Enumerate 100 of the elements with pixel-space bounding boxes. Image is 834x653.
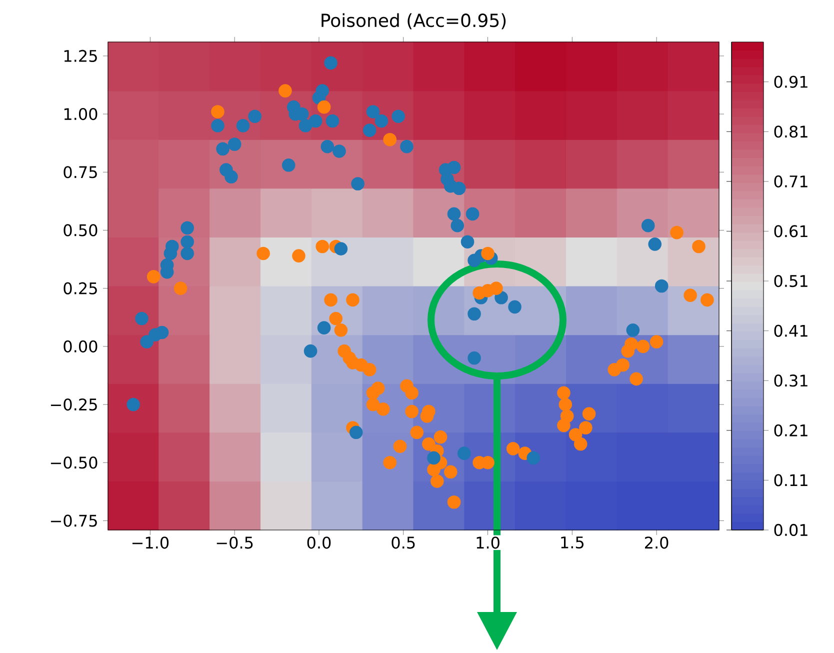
- point: [557, 386, 570, 400]
- point: [670, 226, 684, 240]
- point: [248, 110, 262, 124]
- point: [374, 114, 388, 128]
- point: [444, 465, 458, 479]
- point: [526, 451, 540, 465]
- point: [557, 418, 570, 432]
- point: [140, 335, 154, 348]
- y-tick-label: −0.25: [50, 398, 97, 411]
- point: [256, 246, 270, 260]
- point: [278, 84, 292, 98]
- point: [466, 207, 480, 221]
- point: [393, 440, 407, 453]
- point: [450, 218, 464, 232]
- point: [155, 326, 169, 340]
- point: [447, 207, 461, 221]
- point: [334, 242, 348, 256]
- point: [616, 358, 630, 372]
- point: [427, 451, 440, 465]
- point: [582, 407, 596, 420]
- color-bar-label: 0.01: [774, 524, 808, 536]
- y-tick-label: 1.00: [64, 108, 98, 120]
- point: [292, 249, 306, 262]
- point: [447, 495, 461, 509]
- color-bar-label: 0.71: [774, 175, 808, 188]
- y-tick-label: 0.25: [64, 282, 97, 294]
- point: [700, 293, 714, 307]
- point: [282, 158, 296, 172]
- point: [146, 270, 160, 284]
- point: [506, 442, 520, 456]
- point: [346, 293, 360, 307]
- color-bar-label: 0.41: [774, 324, 808, 337]
- x-tick-label: −0.5: [216, 536, 253, 549]
- color-bar-label: 0.91: [774, 76, 808, 88]
- point: [362, 124, 376, 137]
- point: [383, 132, 397, 146]
- point: [654, 279, 668, 293]
- point: [626, 324, 640, 337]
- color-bar-label: 0.51: [774, 274, 808, 288]
- point: [324, 56, 338, 70]
- color-bar-label: 0.61: [774, 225, 808, 238]
- point: [308, 114, 322, 128]
- point: [216, 142, 230, 156]
- point: [648, 238, 662, 251]
- point: [174, 282, 188, 295]
- point: [481, 246, 494, 260]
- point: [405, 404, 418, 418]
- point: [180, 246, 194, 260]
- point: [326, 114, 340, 128]
- point: [366, 398, 380, 412]
- point: [304, 344, 318, 358]
- point: [366, 105, 380, 118]
- point: [349, 426, 363, 440]
- point: [452, 182, 466, 196]
- point: [236, 119, 250, 132]
- point: [316, 240, 330, 254]
- point: [211, 119, 224, 132]
- color-bar-label: 0.11: [774, 474, 808, 486]
- x-tick-label: 2.0: [645, 536, 668, 549]
- point: [490, 282, 503, 295]
- point: [579, 421, 592, 434]
- point: [334, 324, 348, 337]
- y-tick-label: 0.75: [64, 166, 97, 178]
- y-tick-label: −0.50: [50, 456, 98, 469]
- point: [351, 177, 364, 190]
- point: [636, 340, 650, 354]
- point: [558, 398, 572, 412]
- point: [410, 426, 424, 440]
- color-bar-label: 0.21: [774, 424, 808, 436]
- point: [371, 382, 385, 395]
- point: [405, 386, 418, 400]
- y-tick-label: 1.25: [64, 50, 97, 62]
- point: [376, 402, 390, 416]
- point: [126, 398, 140, 412]
- point: [317, 321, 331, 334]
- point: [362, 363, 376, 376]
- point: [460, 235, 474, 248]
- x-tick-label: −1.0: [132, 536, 169, 549]
- point: [430, 474, 444, 488]
- point: [180, 235, 194, 248]
- point: [392, 110, 405, 124]
- point: [494, 290, 508, 304]
- point: [457, 446, 471, 460]
- point: [165, 240, 179, 254]
- point: [383, 456, 397, 470]
- point: [317, 100, 331, 114]
- point: [574, 437, 588, 451]
- point: [316, 84, 330, 98]
- point: [329, 312, 343, 326]
- point: [684, 288, 697, 302]
- point: [228, 138, 242, 151]
- point: [624, 337, 638, 351]
- point: [135, 312, 148, 326]
- point: [508, 300, 522, 314]
- point: [422, 437, 436, 451]
- point: [630, 372, 643, 386]
- x-tick-label: 1.0: [476, 536, 500, 549]
- point: [400, 140, 414, 154]
- x-tick-label: 0.0: [307, 536, 331, 549]
- point: [468, 307, 481, 321]
